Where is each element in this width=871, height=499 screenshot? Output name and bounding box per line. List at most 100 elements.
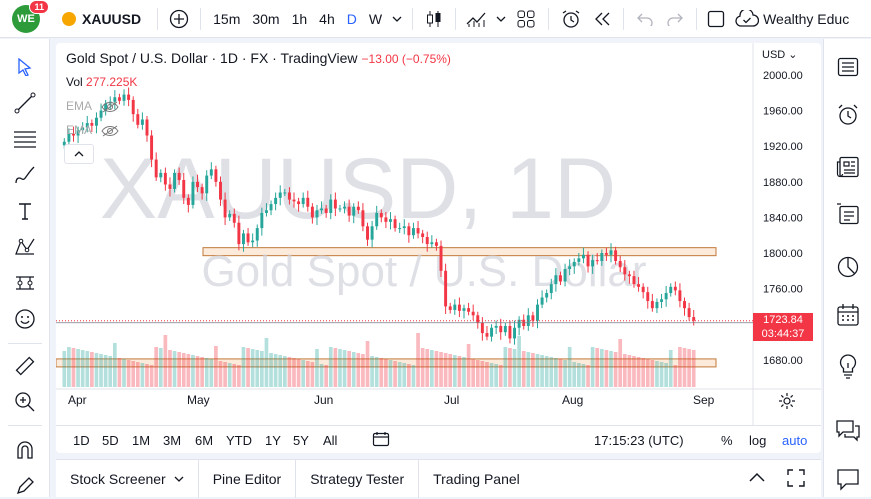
indicators-button[interactable] — [462, 0, 492, 38]
user-avatar[interactable]: WE 11 — [12, 0, 49, 33]
drawing-toolbar — [0, 39, 50, 497]
range-3m[interactable]: 3M — [163, 433, 182, 448]
cursor-tool[interactable] — [12, 54, 38, 80]
alert-button[interactable] — [555, 0, 587, 38]
volume-bar — [278, 355, 283, 387]
chart-canvas[interactable]: XAUUSD, 1D Gold Spot / U.S. Dollar 2000.… — [56, 43, 821, 425]
range-5y[interactable]: 5Y — [293, 433, 309, 448]
volume-bar — [599, 349, 604, 387]
volume-bar — [260, 351, 264, 387]
candle-body — [425, 236, 429, 245]
maximize-panel-button[interactable] — [787, 469, 805, 490]
symbol-search-button[interactable]: XAUUSD — [46, 0, 141, 38]
range-ytd[interactable]: YTD — [226, 433, 252, 448]
auto-toggle[interactable]: auto — [782, 433, 808, 448]
volume-bar — [388, 360, 393, 387]
range-1y[interactable]: 1Y — [265, 433, 281, 448]
redo-button[interactable] — [660, 0, 690, 38]
price-tick-label: 1960.00 — [763, 106, 803, 118]
messages-button[interactable] — [835, 466, 861, 492]
volume-bar — [131, 361, 136, 387]
candle-body — [315, 210, 319, 218]
utc-clock[interactable]: 17:15:23 (UTC) — [594, 433, 684, 448]
tab-strategy-tester[interactable]: Strategy Tester — [296, 459, 420, 498]
watchlist-button[interactable] — [835, 54, 861, 80]
compare-add-button[interactable] — [164, 0, 194, 38]
candle-body — [94, 117, 98, 126]
timeframe-15m[interactable]: 15m — [213, 10, 241, 27]
timeframe-dropdown[interactable] — [388, 0, 406, 38]
volume-bar — [577, 363, 581, 387]
brush-tool[interactable] — [12, 162, 38, 188]
prediction-tool[interactable] — [12, 270, 38, 296]
volume-bar — [232, 364, 237, 387]
zoom-tool[interactable] — [12, 389, 38, 415]
timeframe-4h[interactable]: 4h — [319, 10, 335, 27]
tab-trading-panel[interactable]: Trading Panel — [419, 460, 534, 498]
range-1m[interactable]: 1M — [132, 433, 151, 448]
data-window-button[interactable] — [835, 254, 861, 280]
range-6m[interactable]: 6M — [195, 433, 214, 448]
chart-pane[interactable]: XAUUSD, 1D Gold Spot / U.S. Dollar 2000.… — [56, 43, 821, 453]
calendar-button[interactable] — [835, 302, 861, 328]
text-tool[interactable] — [12, 198, 38, 224]
candle-body — [246, 233, 250, 243]
candle-body — [127, 94, 131, 100]
expand-panel-button[interactable] — [748, 470, 766, 486]
volume-bar — [407, 364, 411, 387]
log-toggle[interactable]: log — [749, 433, 767, 448]
ema-indicator-2[interactable]: EMA — [66, 123, 119, 137]
magnet-tool[interactable] — [12, 437, 38, 463]
candle-body — [536, 304, 539, 321]
help-button[interactable] — [835, 353, 861, 379]
pattern-tool[interactable] — [12, 234, 38, 260]
alerts-button[interactable] — [835, 102, 861, 128]
tab-stock-screener[interactable]: Stock Screener — [56, 459, 199, 498]
percent-toggle[interactable]: % — [721, 433, 733, 448]
candle-body — [591, 260, 595, 267]
account-button[interactable]: Wealthy Educ — [735, 0, 849, 38]
candle-body — [85, 123, 89, 128]
candle-body — [228, 213, 232, 218]
candle-body — [595, 260, 599, 262]
timeframe-d[interactable]: D — [346, 10, 357, 27]
timeframe-30m[interactable]: 30m — [252, 10, 280, 27]
fib-tool[interactable] — [12, 126, 38, 152]
chats-button[interactable] — [835, 417, 861, 443]
tab-label: Stock Screener — [70, 470, 166, 487]
volume-bar — [687, 349, 691, 387]
lock-drawings-tool[interactable] — [12, 473, 38, 499]
range-5d[interactable]: 5D — [102, 433, 119, 448]
cloud-check-icon — [735, 9, 760, 27]
currency-selector[interactable]: USD ⌄ — [762, 49, 798, 61]
goto-date-button[interactable] — [372, 431, 390, 450]
volume-bar — [567, 347, 572, 387]
candle-body — [223, 199, 227, 218]
emoji-tool[interactable] — [12, 306, 38, 332]
measure-tool[interactable] — [12, 353, 38, 379]
trend-line-tool[interactable] — [12, 90, 38, 116]
tab-pine-editor[interactable]: Pine Editor — [199, 459, 297, 498]
range-all[interactable]: All — [323, 433, 338, 448]
candle-body — [421, 233, 425, 237]
undo-button[interactable] — [630, 0, 660, 38]
timeframe-w[interactable]: W — [368, 10, 383, 27]
list-icon — [837, 57, 859, 77]
time-tick-label: May — [187, 393, 210, 407]
chart-settings-button[interactable] — [778, 392, 798, 412]
indicators-dropdown[interactable] — [492, 0, 510, 38]
range-1d[interactable]: 1D — [73, 433, 90, 448]
replay-button[interactable] — [587, 0, 617, 38]
candle-body — [136, 114, 140, 125]
news-button[interactable] — [835, 154, 861, 180]
legend-collapse-button[interactable] — [64, 144, 94, 164]
chart-type-button[interactable] — [419, 0, 449, 38]
ideas-stream-button[interactable] — [835, 201, 861, 227]
volume-bar — [103, 355, 108, 387]
fullscreen-toggle[interactable] — [703, 0, 729, 38]
ema-indicator-1[interactable]: EMA — [66, 99, 119, 113]
layouts-button[interactable] — [510, 0, 542, 38]
candle-body — [333, 199, 337, 209]
timeframe-1h[interactable]: 1h — [291, 10, 308, 27]
volume-bar — [191, 355, 195, 387]
